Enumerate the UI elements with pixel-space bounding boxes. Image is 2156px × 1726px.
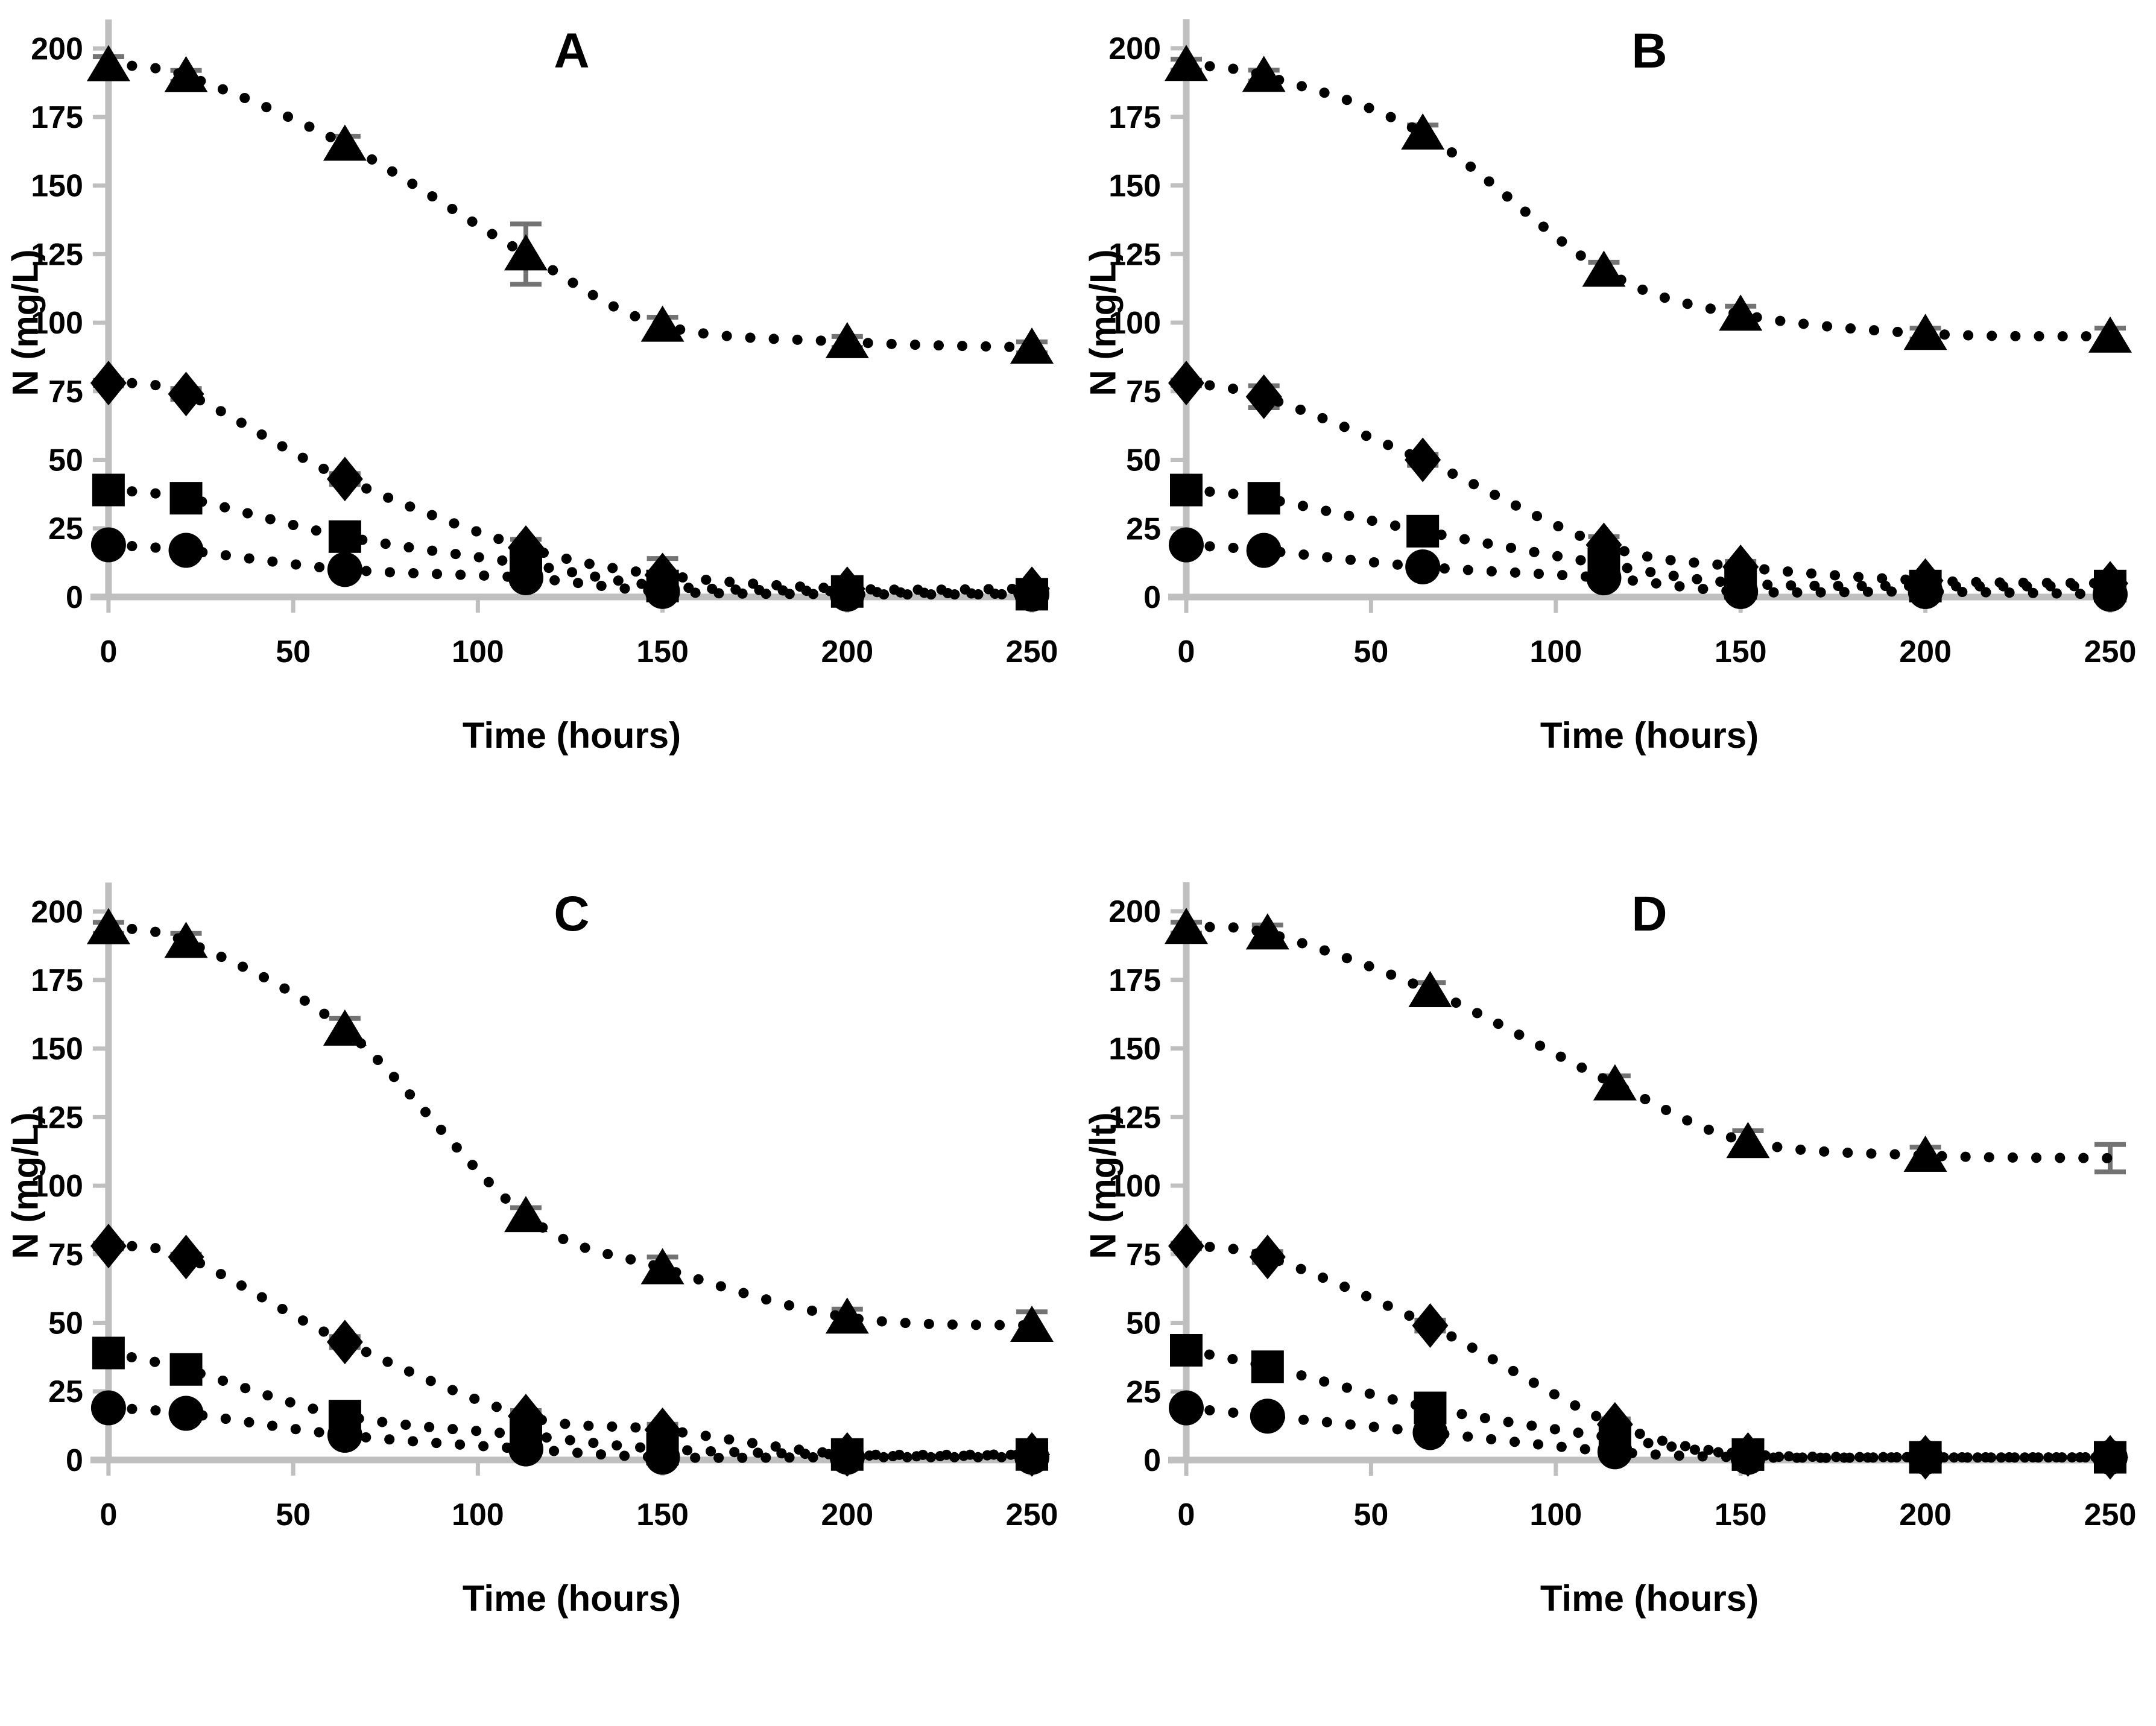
svg-text:100: 100 — [452, 1497, 504, 1532]
svg-text:50: 50 — [276, 1497, 311, 1532]
svg-text:75: 75 — [48, 375, 83, 409]
svg-text:150: 150 — [1715, 634, 1767, 669]
svg-text:150: 150 — [636, 634, 689, 669]
svg-text:200: 200 — [1899, 634, 1952, 669]
panel-title-B: B — [1631, 24, 1668, 78]
svg-text:50: 50 — [276, 634, 311, 669]
svg-text:175: 175 — [1108, 100, 1161, 135]
x-axis-label-C: Time (hours) — [462, 1578, 681, 1619]
svg-text:0: 0 — [100, 634, 117, 669]
svg-text:50: 50 — [48, 1306, 83, 1341]
panel-title-C: C — [554, 887, 590, 941]
svg-text:125: 125 — [31, 1100, 83, 1135]
svg-text:25: 25 — [1126, 511, 1161, 546]
svg-text:100: 100 — [452, 634, 504, 669]
svg-text:200: 200 — [1108, 31, 1161, 66]
chart-panel-D: 0 25 50 75 100 125 150 175 200 0 50 100 150 200 250 — [1108, 882, 2137, 1532]
svg-text:200: 200 — [1108, 894, 1161, 929]
svg-text:50: 50 — [1353, 634, 1388, 669]
svg-text:200: 200 — [821, 634, 873, 669]
svg-text:175: 175 — [31, 963, 83, 998]
chart-panel-A: 0 25 50 75 100 125 150 175 200 0 50 100 150 200 250 — [31, 19, 1058, 669]
panel-title-A: A — [554, 24, 590, 78]
svg-text:100: 100 — [31, 1169, 83, 1204]
svg-text:200: 200 — [821, 1497, 873, 1532]
panel-D: 0 25 50 75 100 125 150 175 200 0 50 100 150 200 250 D … — [1078, 863, 2156, 1726]
x-axis-label-A: Time (hours) — [462, 715, 681, 756]
svg-text:150: 150 — [1108, 1032, 1161, 1067]
svg-text:50: 50 — [1126, 443, 1161, 478]
svg-text:0: 0 — [1143, 1443, 1161, 1478]
svg-text:200: 200 — [1899, 1497, 1952, 1532]
panel-C: 0 25 50 75 100 125 150 175 200 0 50 100 150 200 250 C … — [0, 863, 1078, 1726]
panel-A: 0 25 50 75 100 125 150 175 200 0 50 100 150 200 250 A … — [0, 0, 1078, 863]
y-axis-label-A: N (mg/L) — [5, 249, 46, 396]
svg-text:25: 25 — [48, 1374, 83, 1409]
chart-panel-C: 0 25 50 75 100 125 150 175 200 0 50 100 150 200 250 — [31, 882, 1058, 1532]
svg-text:150: 150 — [31, 1032, 83, 1067]
svg-text:0: 0 — [66, 580, 83, 615]
x-axis-label-D: Time (hours) — [1540, 1578, 1759, 1619]
svg-text:175: 175 — [31, 100, 83, 135]
svg-text:200: 200 — [31, 894, 83, 929]
panel-title-D: D — [1631, 887, 1668, 941]
svg-text:100: 100 — [1529, 634, 1582, 669]
panel-B: 0 25 50 75 100 125 150 175 200 0 50 100 150 200 250 B … — [1078, 0, 2156, 863]
svg-text:175: 175 — [1108, 963, 1161, 998]
svg-text:25: 25 — [1126, 1374, 1161, 1409]
svg-text:75: 75 — [1126, 375, 1161, 409]
svg-text:150: 150 — [1108, 169, 1161, 204]
svg-text:75: 75 — [1126, 1238, 1161, 1272]
svg-text:0: 0 — [1178, 634, 1195, 669]
svg-text:125: 125 — [1108, 1100, 1161, 1135]
svg-text:200: 200 — [31, 31, 83, 66]
svg-text:0: 0 — [1178, 1497, 1195, 1532]
svg-text:150: 150 — [31, 169, 83, 204]
svg-text:250: 250 — [2084, 634, 2137, 669]
svg-text:25: 25 — [48, 511, 83, 546]
svg-text:0: 0 — [100, 1497, 117, 1532]
svg-text:0: 0 — [1143, 580, 1161, 615]
svg-text:100: 100 — [31, 306, 83, 341]
svg-text:250: 250 — [1006, 1497, 1058, 1532]
svg-text:100: 100 — [1529, 1497, 1582, 1532]
svg-text:50: 50 — [1353, 1497, 1388, 1532]
svg-text:75: 75 — [48, 1238, 83, 1272]
svg-text:125: 125 — [1108, 237, 1161, 272]
y-axis-label-C: N (mg/L) — [5, 1112, 46, 1259]
svg-text:100: 100 — [1108, 1169, 1161, 1204]
svg-text:150: 150 — [636, 1497, 689, 1532]
y-axis-label-D: N (mg/lt) — [1083, 1112, 1124, 1259]
svg-text:100: 100 — [1108, 306, 1161, 341]
svg-text:50: 50 — [48, 443, 83, 478]
svg-text:150: 150 — [1715, 1497, 1767, 1532]
svg-text:125: 125 — [31, 237, 83, 272]
chart-panel-B: 0 25 50 75 100 125 150 175 200 0 50 100 150 200 250 — [1108, 19, 2137, 669]
y-axis-label-B: N (mg/L) — [1083, 249, 1124, 396]
svg-text:0: 0 — [66, 1443, 83, 1478]
x-axis-label-B: Time (hours) — [1540, 715, 1759, 756]
svg-text:250: 250 — [1006, 634, 1058, 669]
svg-text:50: 50 — [1126, 1306, 1161, 1341]
svg-text:250: 250 — [2084, 1497, 2137, 1532]
